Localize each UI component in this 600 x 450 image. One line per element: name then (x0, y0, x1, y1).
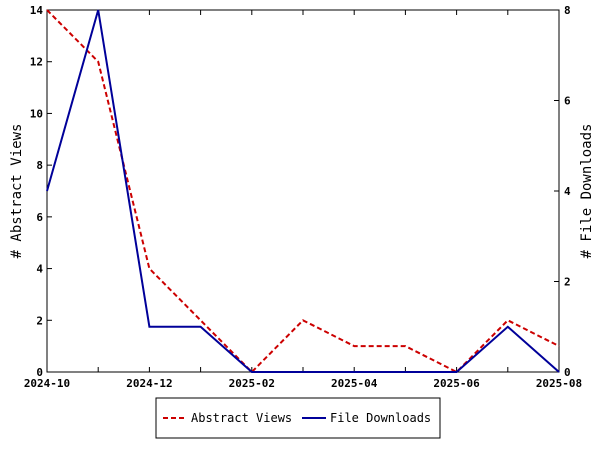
right-y-tick-label: 6 (564, 95, 571, 108)
legend-label-abstract-views: Abstract Views (191, 411, 292, 425)
left-y-tick-label: 10 (30, 107, 43, 120)
left-y-tick-label: 0 (36, 366, 43, 379)
x-tick-label: 2025-02 (229, 377, 275, 390)
x-tick-label: 2024-12 (126, 377, 172, 390)
left-y-tick-label: 8 (36, 159, 43, 172)
left-y-tick-label: 2 (36, 314, 43, 327)
left-y-axis: 0 2 4 6 8 10 12 14 (30, 4, 52, 379)
series-line-file-downloads (46, 9, 560, 373)
plot-area (46, 9, 560, 373)
legend: Abstract Views File Downloads (155, 397, 441, 439)
x-tick-label: 2025-06 (433, 377, 480, 390)
left-y-tick-label: 12 (30, 56, 43, 69)
x-tick-label: 2025-08 (536, 377, 582, 390)
legend-box (155, 397, 441, 439)
left-y-axis-title: # Abstract Views (9, 124, 25, 259)
left-y-tick-label: 4 (36, 263, 43, 276)
x-tick-label: 2024-10 (24, 377, 70, 390)
right-y-tick-label: 0 (564, 366, 571, 379)
left-y-tick-label: 14 (30, 4, 44, 17)
left-y-tick-label: 6 (36, 211, 43, 224)
x-tick-label: 2025-04 (331, 377, 378, 390)
series-layer (46, 9, 560, 374)
right-y-axis-title: # File Downloads (579, 124, 595, 259)
right-y-tick-label: 4 (564, 185, 571, 198)
right-y-tick-label: 8 (564, 4, 571, 17)
series-line-abstract-views (46, 9, 560, 374)
legend-label-file-downloads: File Downloads (330, 411, 431, 425)
right-y-tick-label: 2 (564, 276, 571, 289)
